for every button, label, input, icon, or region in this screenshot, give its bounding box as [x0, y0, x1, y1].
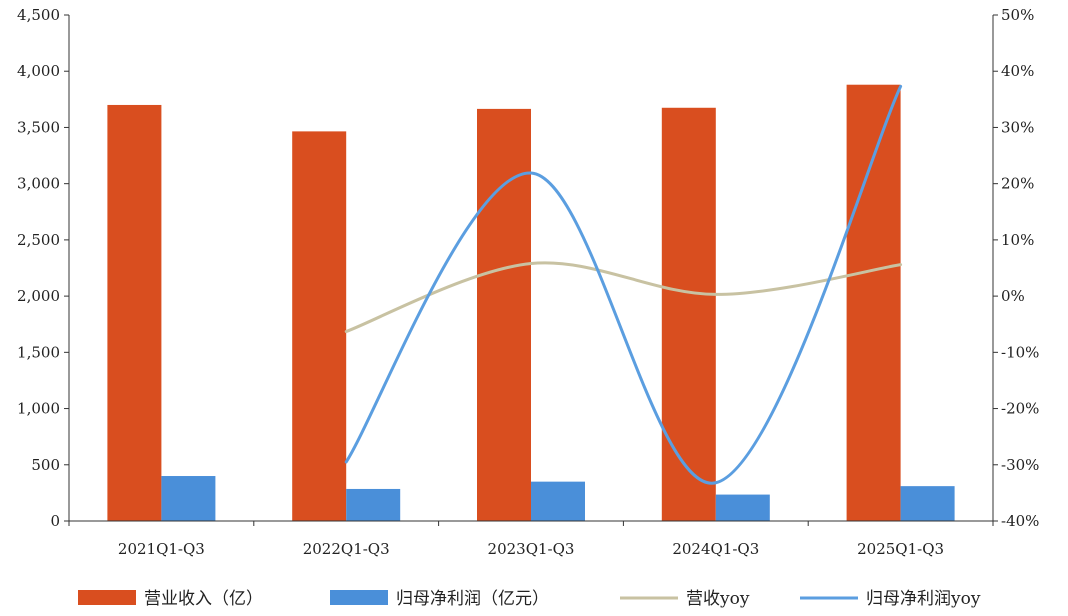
bar-net-profit	[161, 476, 216, 521]
legend-swatch	[330, 590, 388, 605]
left-tick-label: 500	[31, 456, 60, 474]
x-tick-label: 2021Q1-Q3	[118, 540, 205, 558]
legend-label: 营业收入（亿）	[144, 589, 263, 609]
legend-label: 归母净利润（亿元）	[396, 589, 549, 609]
legend: 营业收入（亿） 归母净利润（亿元） 营收yoy 归母净利润yoy	[78, 589, 981, 609]
bar-net-profit	[346, 488, 401, 521]
bar-revenue	[661, 107, 716, 522]
right-tick-label: 40%	[1001, 62, 1034, 80]
bar-net-profit	[900, 486, 955, 521]
right-tick-label: -30%	[1001, 456, 1039, 474]
left-tick-label: 2,000	[17, 287, 60, 305]
x-tick-label: 2024Q1-Q3	[672, 540, 759, 558]
left-tick-label: 4,500	[17, 6, 60, 24]
right-tick-label: -40%	[1001, 512, 1039, 530]
legend-label: 归母净利润yoy	[866, 589, 981, 609]
right-tick-label: 50%	[1001, 6, 1034, 24]
right-tick-label: 20%	[1001, 175, 1034, 193]
left-tick-label: 2,500	[17, 231, 60, 249]
right-tick-label: 30%	[1001, 118, 1034, 136]
bar-net-profit	[715, 494, 770, 521]
left-tick-label: 3,000	[17, 175, 60, 193]
legend-label: 营收yoy	[686, 589, 750, 609]
left-tick-label: 3,500	[17, 118, 60, 136]
bars-layer	[107, 84, 955, 522]
x-tick-label: 2022Q1-Q3	[303, 540, 390, 558]
lines-layer	[344, 84, 903, 485]
right-tick-label: 0%	[1001, 287, 1025, 305]
bar-net-profit	[531, 481, 585, 521]
right-tick-label: -10%	[1001, 343, 1039, 361]
bar-revenue	[107, 104, 162, 521]
left-tick-label: 1,000	[17, 400, 60, 418]
x-tick-label: 2025Q1-Q3	[857, 540, 944, 558]
legend-swatch	[78, 590, 136, 605]
right-tick-label: 10%	[1001, 231, 1034, 249]
left-tick-label: 4,000	[17, 62, 60, 80]
line-net-profit-yoy	[344, 84, 903, 485]
bar-revenue	[292, 131, 347, 521]
axes-layer: 0 500 1,000 1,500 2,000 2,500 3,000 3,500 4,000 4…	[17, 6, 1039, 558]
bar-revenue	[477, 108, 531, 521]
left-tick-label: 0	[50, 512, 60, 530]
left-tick-label: 1,500	[17, 343, 60, 361]
line-revenue-yoy	[344, 261, 903, 334]
bar-revenue	[846, 84, 901, 522]
x-tick-label: 2023Q1-Q3	[488, 540, 575, 558]
right-tick-label: -20%	[1001, 400, 1039, 418]
